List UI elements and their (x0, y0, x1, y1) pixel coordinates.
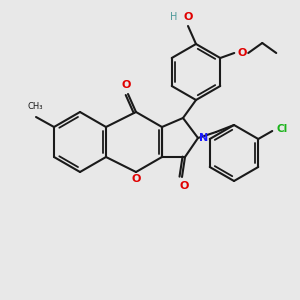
Text: N: N (200, 133, 208, 143)
Text: O: O (238, 48, 247, 58)
Text: O: O (179, 181, 189, 191)
Text: H: H (170, 12, 178, 22)
Text: O: O (183, 12, 193, 22)
Text: O: O (131, 174, 141, 184)
Text: Cl: Cl (277, 124, 288, 134)
Text: O: O (121, 80, 131, 90)
Text: CH₃: CH₃ (27, 102, 43, 111)
